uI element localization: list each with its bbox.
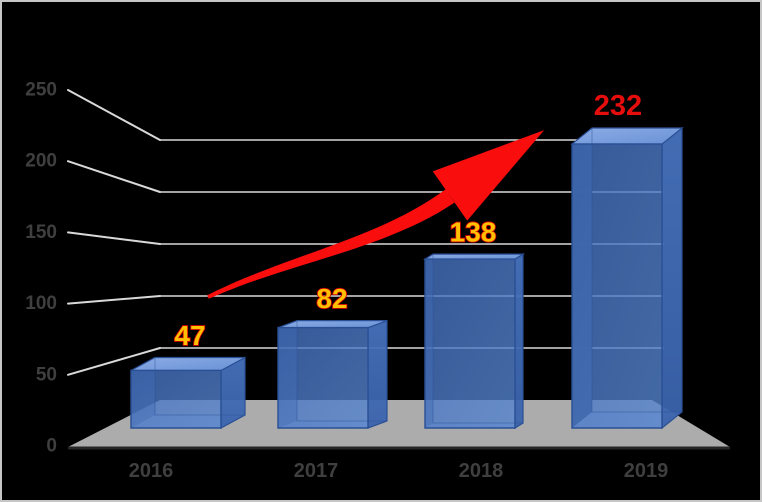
bar-top-face: [570, 127, 684, 145]
bar-front-face: [130, 369, 222, 429]
data-labels: 47 82 138 232: [174, 90, 643, 352]
gridline-slant-250: [67, 89, 161, 141]
data-label-2016: 47: [174, 320, 205, 351]
growth-arrow-shaft: [207, 189, 455, 299]
bar-top-face: [277, 320, 388, 329]
x-axis-category-labels: 2016 2017 2018 2019: [129, 460, 669, 482]
bar-inner-edges: [591, 128, 682, 413]
bar-inner-edges: [296, 320, 387, 422]
bar-right-face: [514, 253, 524, 430]
y-tick-50: 50: [36, 364, 57, 385]
y-tick-150: 150: [25, 222, 57, 243]
x-label-2017: 2017: [294, 460, 339, 482]
gridline-250: [67, 89, 664, 141]
x-label-2018: 2018: [459, 460, 504, 482]
bar-2019: [570, 126, 684, 430]
y-tick-0: 0: [46, 436, 57, 457]
x-label-2019: 2019: [624, 460, 669, 482]
gridline-slant-150: [67, 231, 161, 245]
gridline-slant-50: [67, 347, 161, 376]
bar-front-face: [424, 258, 516, 429]
y-tick-100: 100: [25, 293, 57, 314]
bars: [130, 126, 684, 430]
data-label-2017: 82: [316, 283, 347, 314]
growth-arrow-head: [432, 130, 545, 221]
bar-right-face: [661, 126, 683, 430]
data-label-2019: 232: [594, 90, 642, 122]
bar-right-face: [367, 319, 388, 429]
y-tick-250: 250: [25, 80, 57, 101]
bar-inner-edges: [154, 357, 245, 416]
bar-top-face: [422, 253, 526, 260]
bar-inner-edges: [432, 254, 523, 424]
y-axis-tick-labels: 0 50 100 150 200 250: [25, 80, 57, 457]
bar-front-face: [571, 143, 663, 429]
bar-2017: [277, 319, 388, 429]
bar-2018: [422, 253, 526, 430]
growth-arrow: [207, 130, 545, 299]
x-label-2016: 2016: [129, 460, 174, 482]
bar-front-face: [277, 326, 369, 429]
gridline-slant-100: [67, 295, 161, 305]
bar-2016: [130, 356, 246, 430]
y-tick-200: 200: [25, 151, 57, 172]
data-label-2018: 138: [450, 217, 497, 248]
gridline-slant-200: [67, 160, 161, 193]
